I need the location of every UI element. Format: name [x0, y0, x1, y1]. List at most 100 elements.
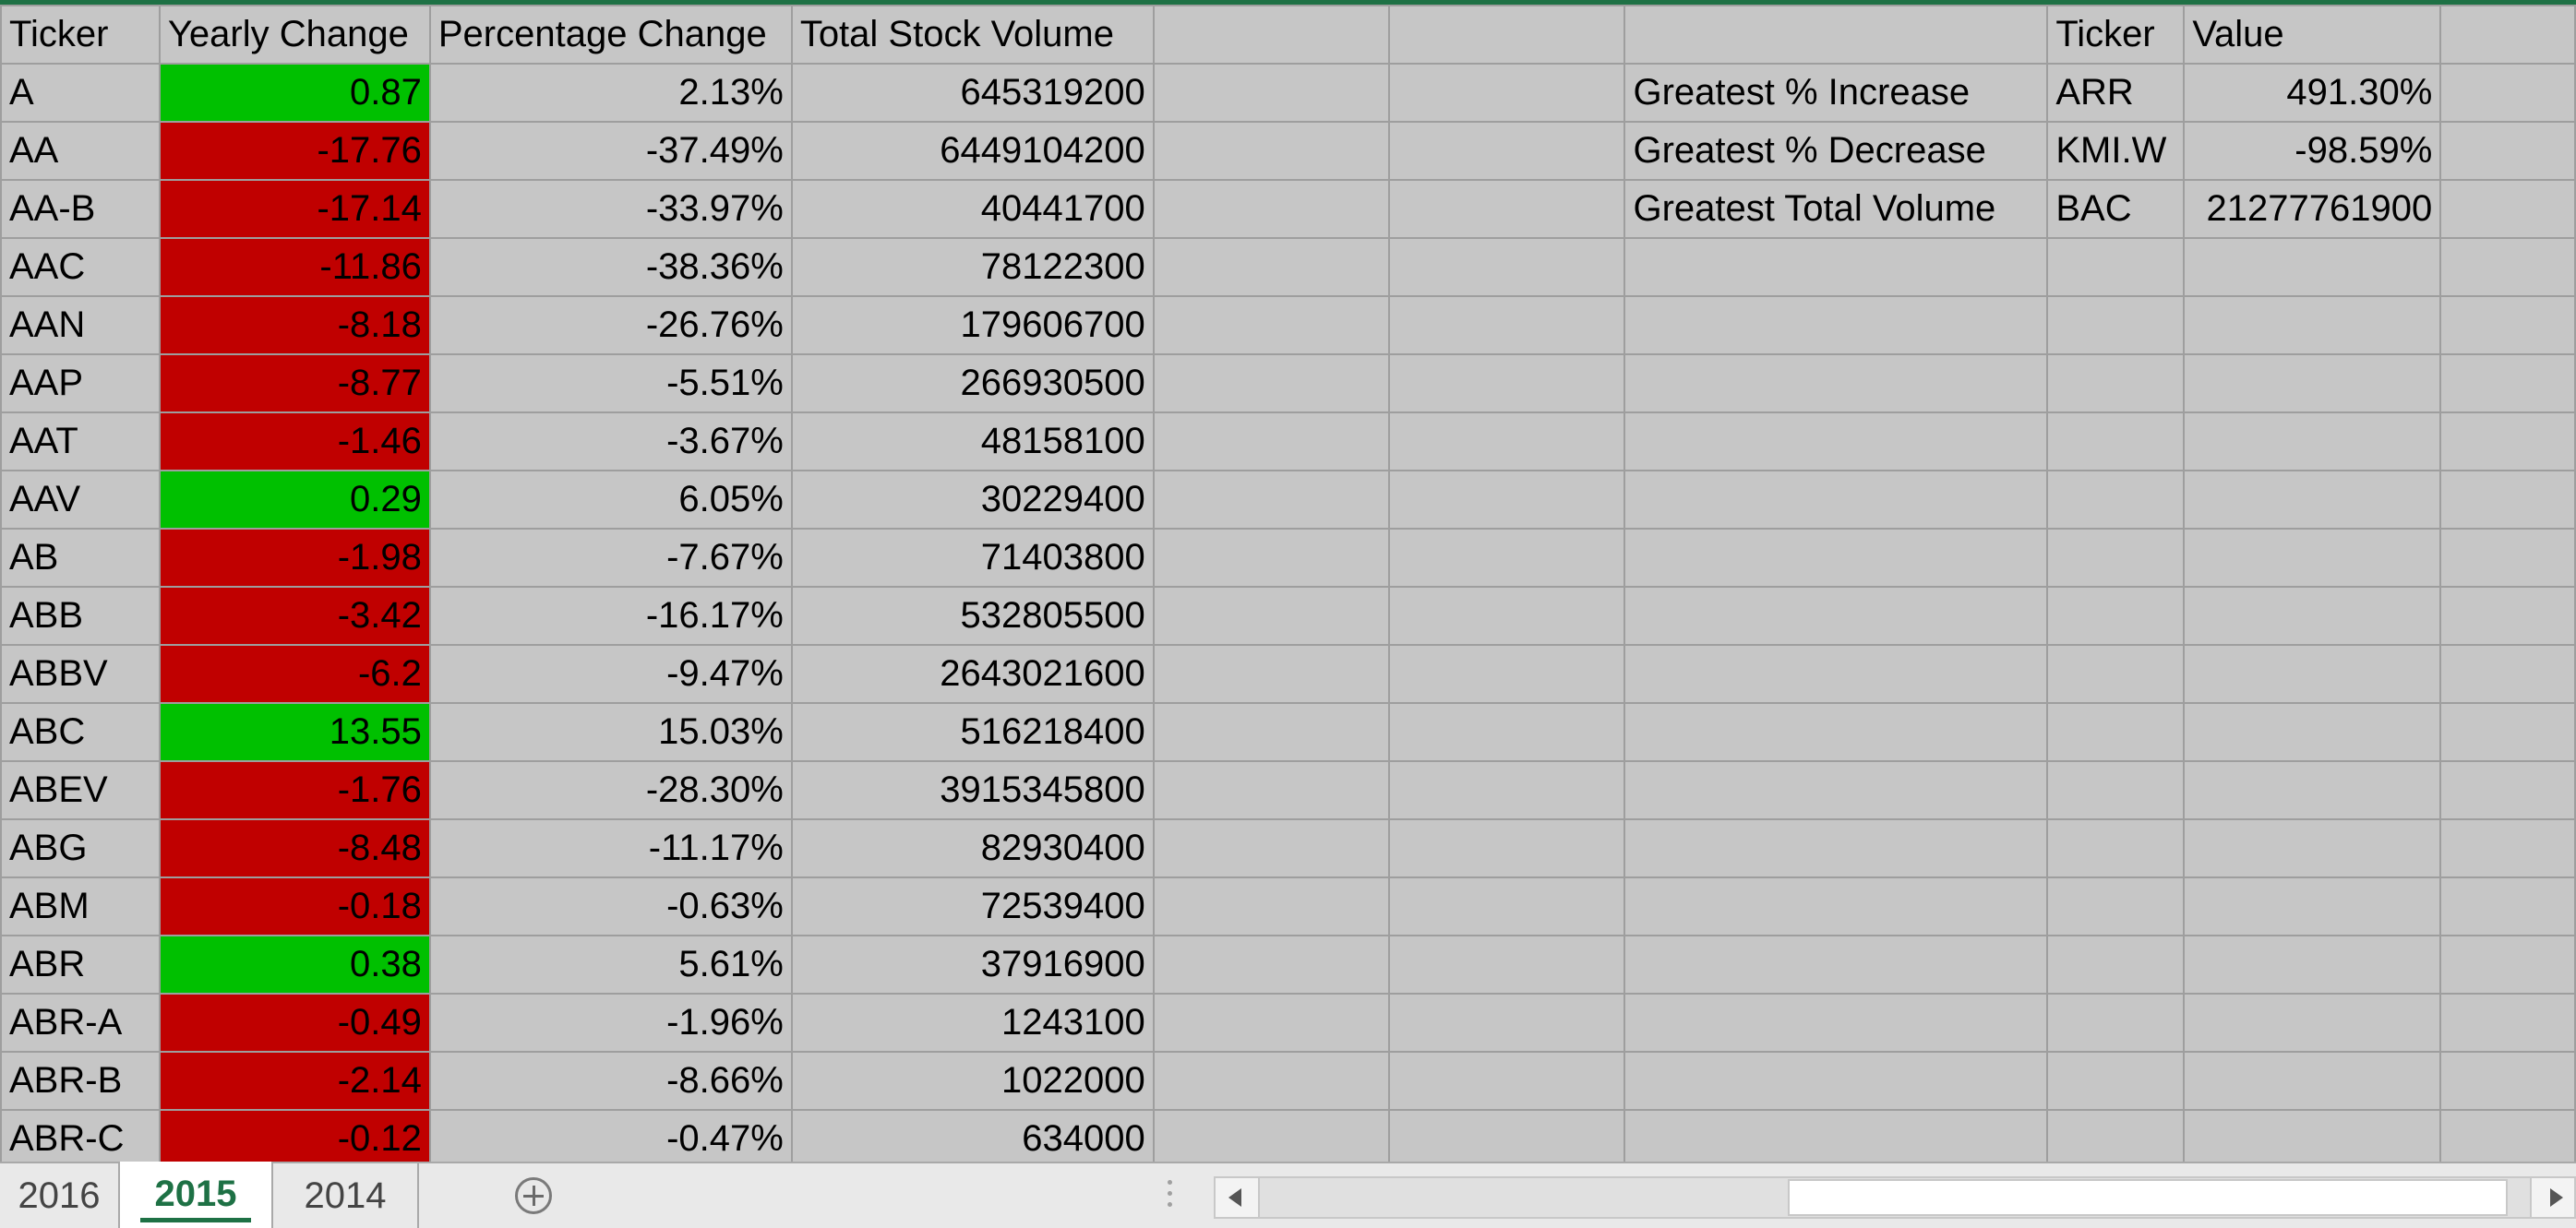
percentage-change-cell[interactable]: -0.47%: [428, 1109, 793, 1162]
empty-cell[interactable]: [1152, 353, 1391, 413]
ticker-cell[interactable]: ABEV: [0, 760, 161, 820]
empty-cell[interactable]: [2183, 702, 2442, 762]
empty-cell[interactable]: [1388, 1109, 1626, 1162]
total-volume-cell[interactable]: 3915345800: [790, 760, 1155, 820]
percentage-change-cell[interactable]: -5.51%: [428, 353, 793, 413]
empty-cell[interactable]: [1623, 1109, 2049, 1162]
empty-cell[interactable]: [1152, 528, 1391, 588]
percentage-change-cell[interactable]: -16.17%: [428, 586, 793, 646]
percentage-change-cell[interactable]: -8.66%: [428, 1051, 793, 1111]
empty-cell[interactable]: [1152, 5, 1391, 65]
empty-cell[interactable]: [2439, 993, 2576, 1053]
yearly-change-cell[interactable]: -2.14: [158, 1051, 431, 1111]
empty-cell[interactable]: [2183, 353, 2442, 413]
empty-cell[interactable]: [2046, 1051, 2186, 1111]
triangle-right-icon[interactable]: [2530, 1178, 2574, 1217]
empty-cell[interactable]: [1152, 644, 1391, 704]
empty-cell[interactable]: [2183, 818, 2442, 878]
empty-cell[interactable]: [1623, 935, 2049, 995]
percentage-change-cell[interactable]: -28.30%: [428, 760, 793, 820]
empty-cell[interactable]: [2183, 1051, 2442, 1111]
empty-cell[interactable]: [2439, 586, 2576, 646]
empty-cell[interactable]: [2183, 760, 2442, 820]
yearly-change-cell[interactable]: -1.46: [158, 411, 431, 471]
empty-cell[interactable]: [2183, 528, 2442, 588]
empty-cell[interactable]: [2046, 528, 2186, 588]
total-volume-cell[interactable]: 1022000: [790, 1051, 1155, 1111]
spreadsheet-grid[interactable]: Ticker Yearly Change Percentage Change T…: [0, 5, 2576, 1162]
empty-cell[interactable]: [1388, 470, 1626, 530]
empty-cell[interactable]: [1388, 760, 1626, 820]
summary-value-cell[interactable]: -98.59%: [2183, 121, 2442, 181]
ticker-cell[interactable]: ABG: [0, 818, 161, 878]
yearly-change-cell[interactable]: -8.48: [158, 818, 431, 878]
empty-cell[interactable]: [2183, 411, 2442, 471]
yearly-change-cell[interactable]: -0.12: [158, 1109, 431, 1162]
empty-cell[interactable]: [1623, 528, 2049, 588]
empty-cell[interactable]: [1388, 295, 1626, 355]
sheet-tab-2015[interactable]: 2015: [118, 1162, 273, 1228]
percentage-change-cell[interactable]: 2.13%: [428, 63, 793, 123]
yearly-change-cell[interactable]: 13.55: [158, 702, 431, 762]
empty-cell[interactable]: [2439, 470, 2576, 530]
empty-cell[interactable]: [1152, 121, 1391, 181]
empty-cell[interactable]: [2439, 295, 2576, 355]
empty-cell[interactable]: [1623, 644, 2049, 704]
empty-cell[interactable]: [2046, 935, 2186, 995]
total-volume-cell[interactable]: 516218400: [790, 702, 1155, 762]
header-ticker[interactable]: Ticker: [0, 5, 161, 65]
total-volume-cell[interactable]: 30229400: [790, 470, 1155, 530]
sheet-tab-2014[interactable]: 2014: [273, 1163, 419, 1228]
summary-header-ticker[interactable]: Ticker: [2046, 5, 2186, 65]
ticker-cell[interactable]: ABBV: [0, 644, 161, 704]
empty-cell[interactable]: [2046, 237, 2186, 297]
empty-cell[interactable]: [2439, 644, 2576, 704]
empty-cell[interactable]: [1152, 935, 1391, 995]
more-dots-icon[interactable]: [1168, 1180, 1173, 1211]
empty-cell[interactable]: [2439, 179, 2576, 239]
yearly-change-cell[interactable]: 0.87: [158, 63, 431, 123]
ticker-cell[interactable]: AA: [0, 121, 161, 181]
empty-cell[interactable]: [1388, 528, 1626, 588]
empty-cell[interactable]: [2439, 237, 2576, 297]
yearly-change-cell[interactable]: -1.98: [158, 528, 431, 588]
summary-value-cell[interactable]: 21277761900: [2183, 179, 2442, 239]
summary-label-cell[interactable]: Greatest % Increase: [1623, 63, 2049, 123]
empty-cell[interactable]: [2439, 528, 2576, 588]
empty-cell[interactable]: [2439, 121, 2576, 181]
ticker-cell[interactable]: ABC: [0, 702, 161, 762]
empty-cell[interactable]: [2046, 353, 2186, 413]
ticker-cell[interactable]: AAV: [0, 470, 161, 530]
header-total-stock-volume[interactable]: Total Stock Volume: [790, 5, 1155, 65]
empty-cell[interactable]: [1623, 993, 2049, 1053]
yearly-change-cell[interactable]: -0.49: [158, 993, 431, 1053]
summary-ticker-cell[interactable]: BAC: [2046, 179, 2186, 239]
percentage-change-cell[interactable]: 5.61%: [428, 935, 793, 995]
empty-cell[interactable]: [1623, 818, 2049, 878]
empty-cell[interactable]: [1388, 818, 1626, 878]
total-volume-cell[interactable]: 72539400: [790, 876, 1155, 936]
empty-cell[interactable]: [2439, 411, 2576, 471]
total-volume-cell[interactable]: 37916900: [790, 935, 1155, 995]
empty-cell[interactable]: [2183, 876, 2442, 936]
percentage-change-cell[interactable]: -38.36%: [428, 237, 793, 297]
yearly-change-cell[interactable]: -0.18: [158, 876, 431, 936]
ticker-cell[interactable]: ABR: [0, 935, 161, 995]
yearly-change-cell[interactable]: -1.76: [158, 760, 431, 820]
yearly-change-cell[interactable]: -11.86: [158, 237, 431, 297]
ticker-cell[interactable]: AAT: [0, 411, 161, 471]
ticker-cell[interactable]: AA-B: [0, 179, 161, 239]
total-volume-cell[interactable]: 48158100: [790, 411, 1155, 471]
ticker-cell[interactable]: ABM: [0, 876, 161, 936]
horizontal-scrollbar[interactable]: [1214, 1176, 2576, 1219]
empty-cell[interactable]: [2183, 993, 2442, 1053]
yearly-change-cell[interactable]: -17.76: [158, 121, 431, 181]
empty-cell[interactable]: [1388, 876, 1626, 936]
empty-cell[interactable]: [1152, 1109, 1391, 1162]
empty-cell[interactable]: [2183, 586, 2442, 646]
empty-cell[interactable]: [2046, 295, 2186, 355]
percentage-change-cell[interactable]: -1.96%: [428, 993, 793, 1053]
empty-cell[interactable]: [2183, 470, 2442, 530]
empty-cell[interactable]: [2183, 237, 2442, 297]
empty-cell[interactable]: [2183, 644, 2442, 704]
